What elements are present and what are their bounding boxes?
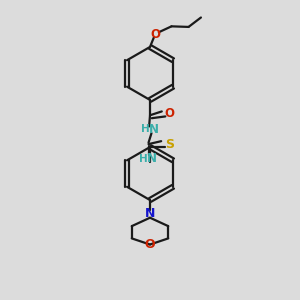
- Text: N: N: [149, 123, 159, 136]
- Text: N: N: [147, 152, 158, 165]
- Text: O: O: [145, 238, 155, 251]
- Text: S: S: [165, 138, 174, 151]
- Text: H: H: [139, 154, 148, 164]
- Text: H: H: [141, 124, 149, 134]
- Text: O: O: [164, 107, 174, 120]
- Text: N: N: [145, 207, 155, 220]
- Text: O: O: [150, 28, 160, 41]
